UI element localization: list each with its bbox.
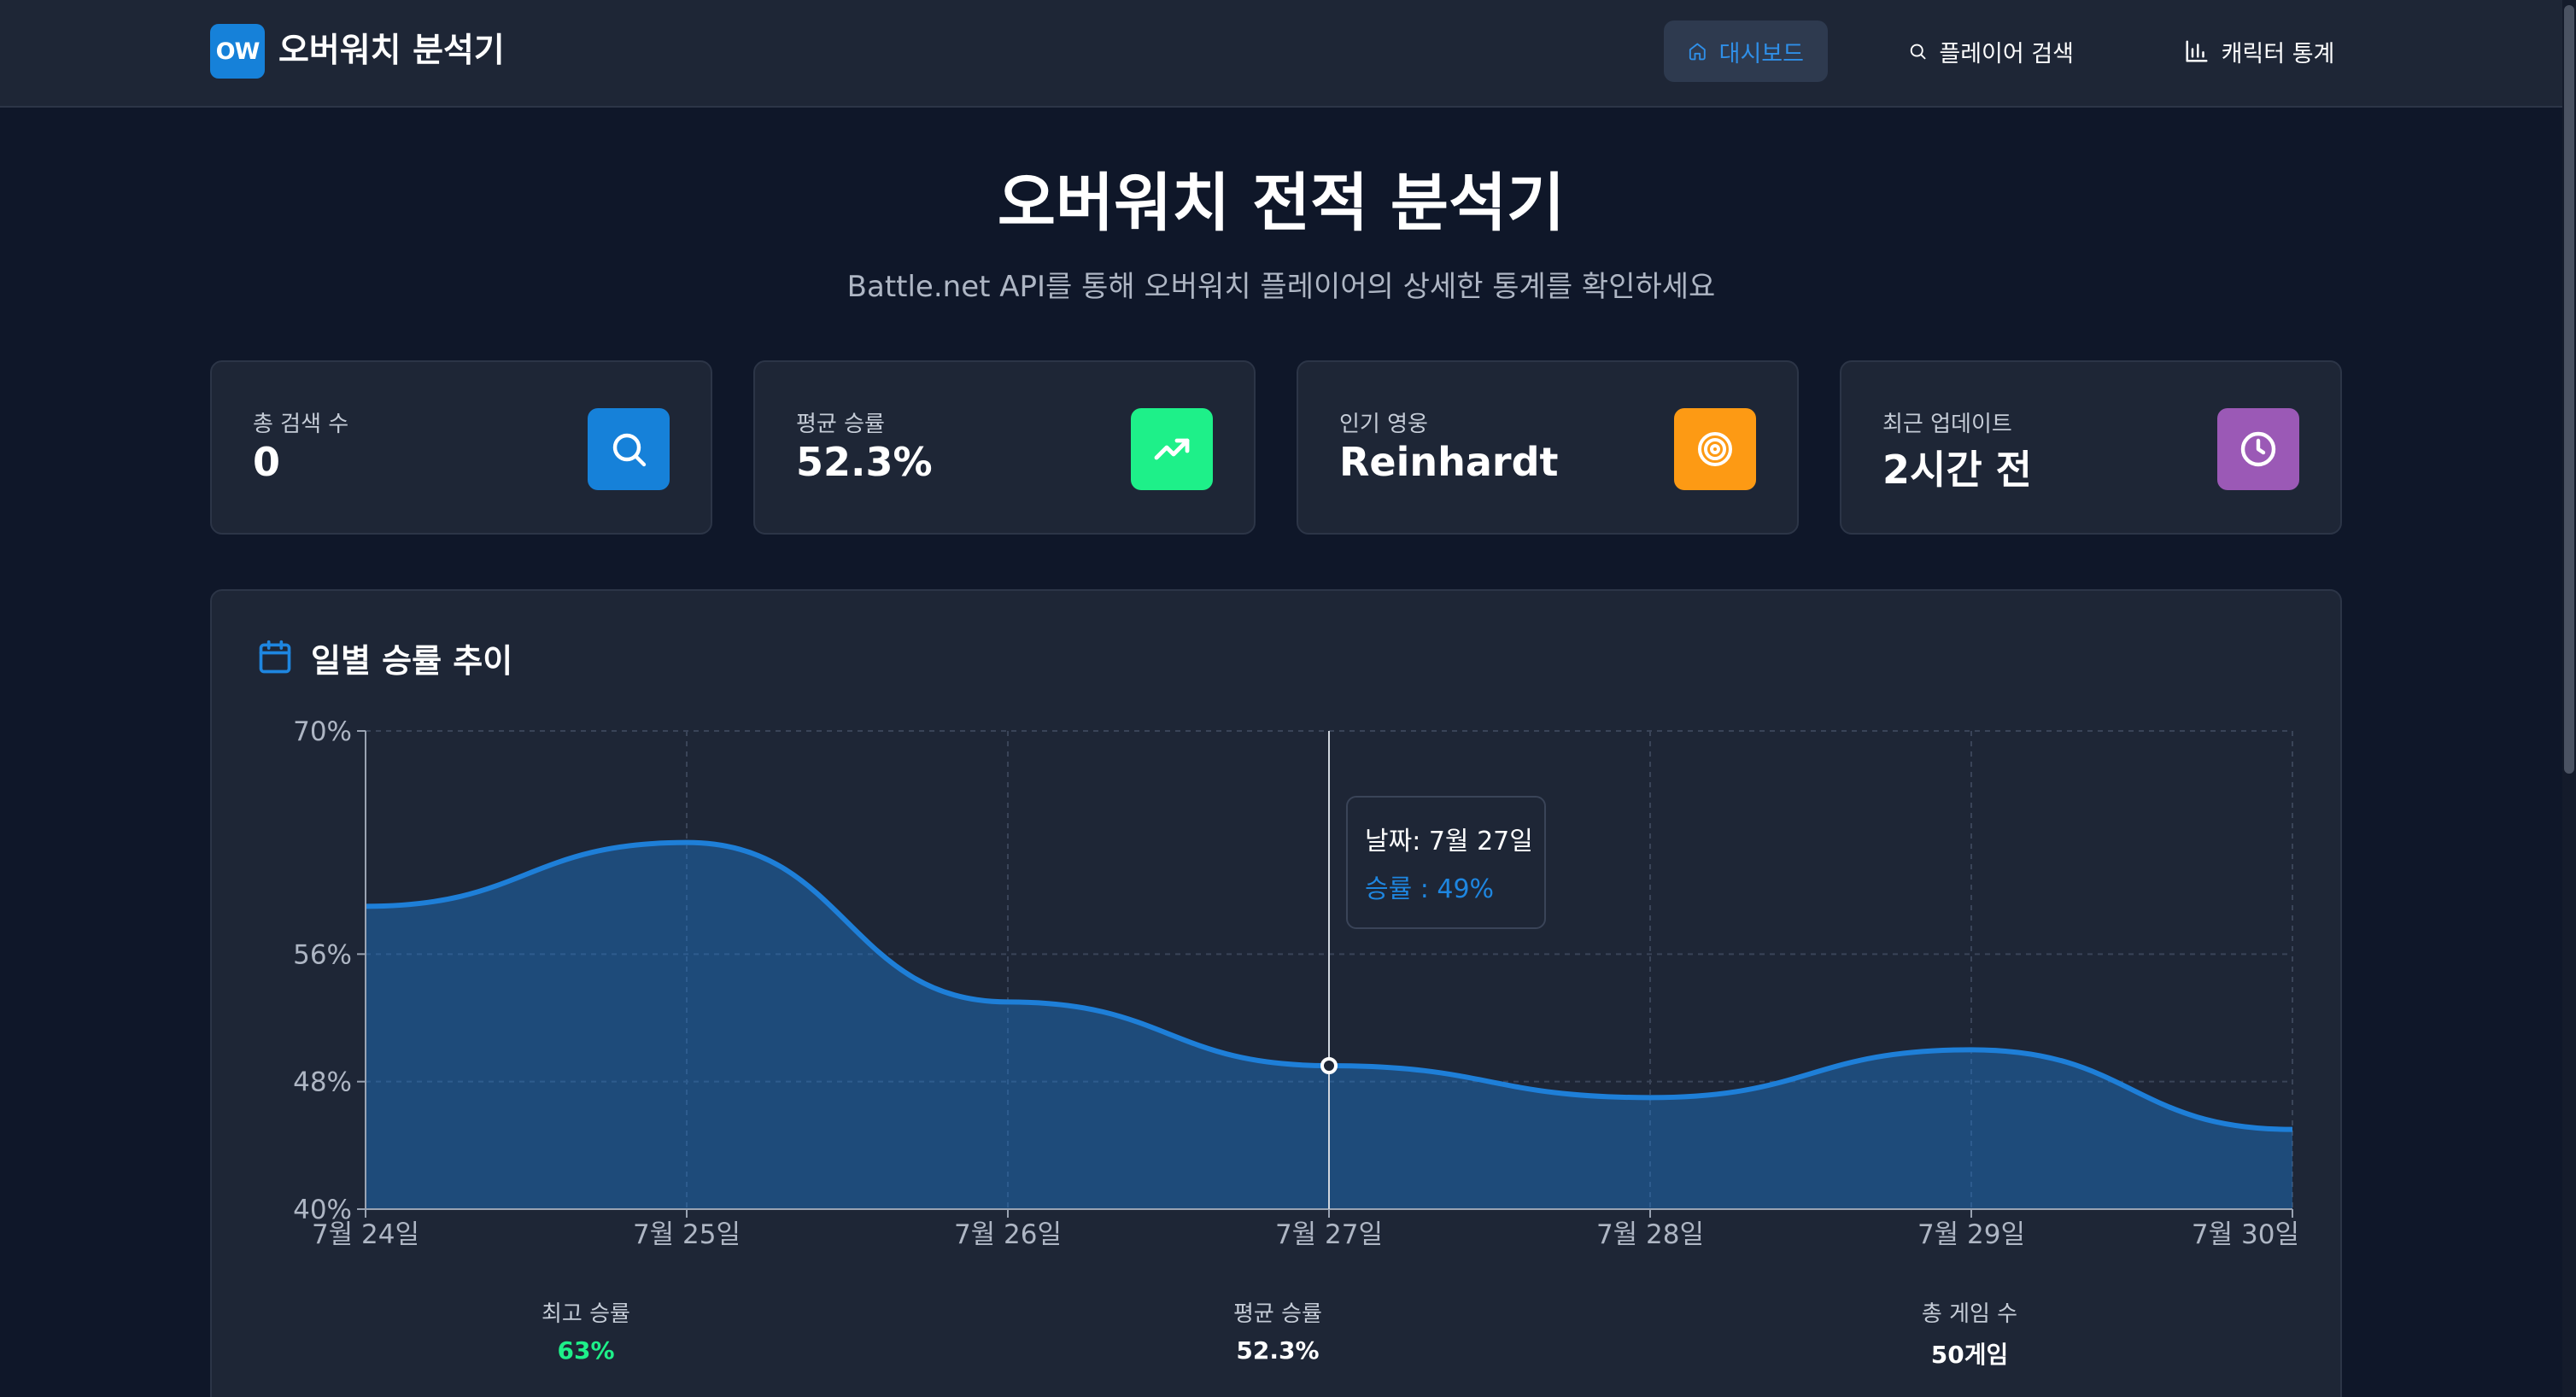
nav-item-label: 대시보드 [1718, 40, 1804, 67]
stat-card-avg-winrate: 평균 승률 52.3% [753, 360, 1256, 535]
summary-avg-winrate: 평균 승률 52.3% [1107, 1296, 1449, 1365]
summary-label: 최고 승률 [542, 1301, 630, 1327]
stat-value: 2시간 전 [1882, 447, 2032, 493]
nav-item-label: 플레이어 검색 [1939, 40, 2074, 67]
data-point[interactable] [1320, 1057, 1338, 1074]
x-tick-label: 7월 29일 [1917, 1219, 2025, 1250]
stat-value: 0 [253, 439, 281, 485]
series-line [365, 839, 2293, 1132]
chart-area-layer [365, 839, 2293, 1209]
chart-header: 일별 승률 추이 [256, 634, 512, 681]
stat-icon-box [1674, 408, 1756, 490]
scrollbar-thumb[interactable] [2564, 5, 2574, 774]
stat-value: 52.3% [796, 439, 933, 485]
x-axis-labels: 7월 24일 7월 25일 7월 26일 7월 27일 7월 28일 7월 29일 7월 3… [312, 1219, 2299, 1250]
summary-total-games: 총 게임 수 50게임 [1799, 1296, 2140, 1371]
summary-label: 평균 승률 [1233, 1301, 1322, 1327]
winrate-area-chart[interactable]: 40%48%56%70% 7월 24일 7월 25일 7월 26일 7월 27일 7월 … [212, 591, 2344, 1397]
clock-icon [2240, 431, 2276, 467]
summary-best-winrate: 최고 승률 63% [415, 1296, 757, 1365]
home-icon [1689, 43, 1706, 61]
calendar-icon [259, 640, 291, 674]
stat-card-total-searches: 총 검색 수 0 [210, 360, 712, 535]
chart-cursor-layer [1320, 731, 1338, 1209]
y-tick-label: 70% [293, 716, 352, 747]
page-title: 오버워치 전적 분석기 [997, 167, 1566, 240]
top-navbar: OW 오버워치 분석기 대시보드 플레이어 검색 캐릭터 통계 [0, 0, 2562, 108]
tooltip-date: 날짜: 7월 27일 [1365, 827, 1533, 856]
stat-label: 인기 영웅 [1339, 412, 1428, 437]
bar-chart-icon [2186, 40, 2208, 62]
x-tick-label: 7월 27일 [1275, 1219, 1383, 1250]
summary-value: 52.3% [1236, 1336, 1320, 1365]
tooltip-value: 승률 : 49% [1365, 874, 1495, 904]
x-tick-label: 7월 26일 [954, 1219, 1062, 1250]
nav-item-player-search[interactable]: 플레이어 검색 [1884, 20, 2098, 82]
winrate-chart-card: 일별 승률 추이 40% 48% 56% 70% 7월 24일 7월 25일 7월 26일… [210, 589, 2342, 1397]
y-tick-label: 56% [293, 939, 352, 970]
search-icon [612, 433, 647, 467]
x-tick-label: 7월 30일 [2192, 1219, 2299, 1250]
chart-title: 일별 승률 추이 [311, 641, 513, 680]
summary-value: 63% [557, 1336, 615, 1365]
stat-icon-box [588, 408, 670, 490]
target-icon [1698, 432, 1732, 466]
nav-item-label: 캐릭터 통계 [2221, 40, 2335, 67]
y-axis-labels: 40% 48% 56% 70% [293, 716, 352, 1225]
x-tick-label: 7월 25일 [633, 1219, 741, 1250]
logo-badge[interactable]: OW [210, 24, 265, 79]
stat-label: 총 검색 수 [253, 412, 349, 437]
stat-value: Reinhardt [1339, 439, 1559, 485]
summary-value: 50게임 [1930, 1341, 2009, 1369]
stat-icon-box [1131, 408, 1213, 490]
nav-item-character-stats[interactable]: 캐릭터 통계 [2152, 20, 2366, 82]
nav-item-dashboard[interactable]: 대시보드 [1664, 20, 1828, 82]
stat-card-last-update: 최근 업데이트 2시간 전 [1840, 360, 2342, 535]
y-tick-label: 40% [293, 1195, 352, 1225]
series-area-fill [366, 842, 2292, 1209]
stat-icon-box [2217, 408, 2299, 490]
app-title[interactable]: 오버워치 분석기 [278, 32, 505, 70]
stat-card-popular-hero: 인기 영웅 Reinhardt [1297, 360, 1799, 535]
y-tick-label: 48% [293, 1067, 352, 1098]
page-subtitle: Battle.net API를 통해 오버워치 플레이어의 상세한 통계를 확인… [846, 270, 1716, 304]
stat-label: 평균 승률 [796, 412, 885, 437]
search-icon [1910, 44, 1926, 60]
stat-label: 최근 업데이트 [1882, 412, 2012, 437]
x-tick-label: 7월 28일 [1596, 1219, 1704, 1250]
trending-up-icon [1154, 438, 1190, 460]
summary-label: 총 게임 수 [1921, 1301, 2018, 1327]
chart-tooltip: 날짜: 7월 27일 승률 : 49% [1346, 796, 1546, 929]
x-tick-label: 7월 24일 [312, 1219, 419, 1250]
